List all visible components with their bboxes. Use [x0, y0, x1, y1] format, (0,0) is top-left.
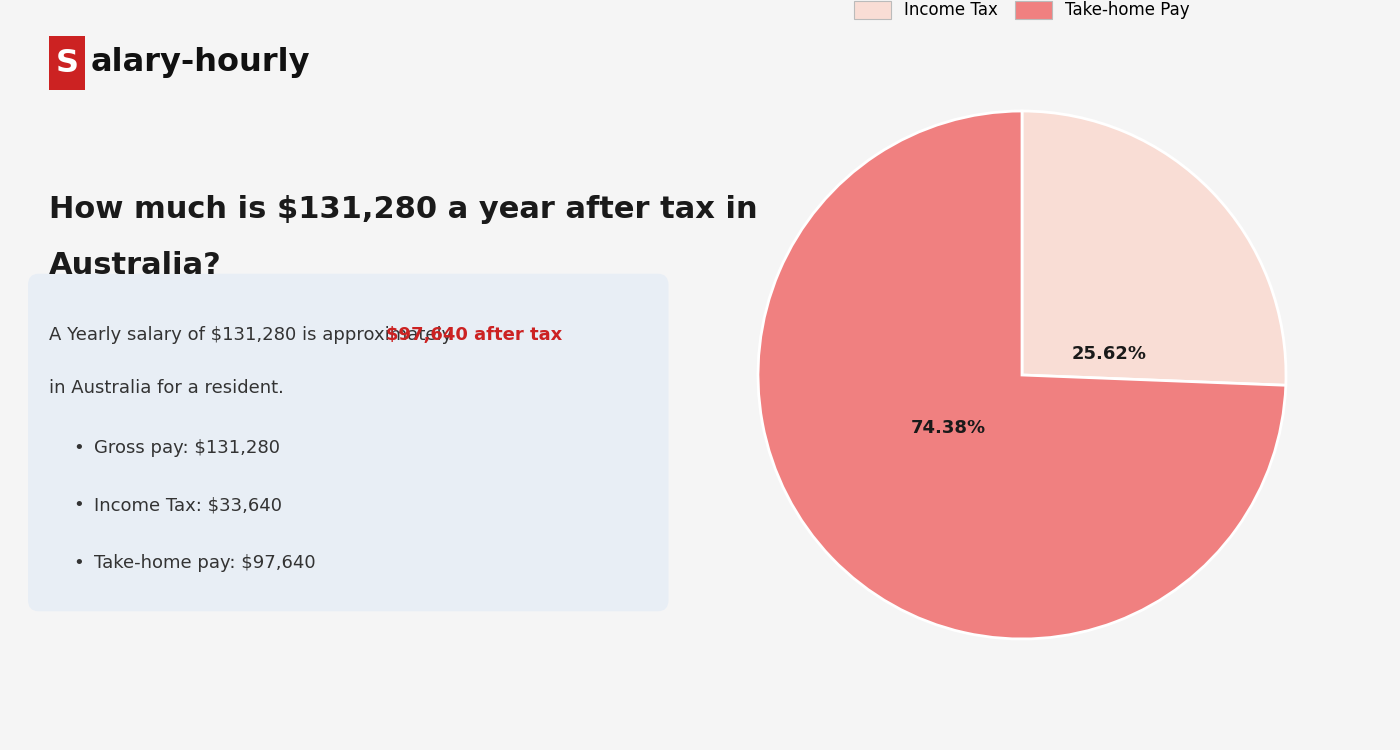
Text: in Australia for a resident.: in Australia for a resident.: [49, 379, 284, 397]
Text: $97,640 after tax: $97,640 after tax: [386, 326, 563, 344]
Wedge shape: [1022, 111, 1287, 386]
Text: Australia?: Australia?: [49, 251, 221, 280]
Text: •: •: [73, 496, 84, 514]
Text: S: S: [56, 47, 78, 79]
Text: •: •: [73, 439, 84, 457]
Text: Take-home pay: $97,640: Take-home pay: $97,640: [95, 554, 316, 572]
Text: 74.38%: 74.38%: [910, 419, 986, 436]
Legend: Income Tax, Take-home Pay: Income Tax, Take-home Pay: [848, 0, 1196, 26]
Text: alary-hourly: alary-hourly: [91, 47, 311, 79]
Text: 25.62%: 25.62%: [1071, 345, 1147, 363]
Text: •: •: [73, 554, 84, 572]
Text: Gross pay: $131,280: Gross pay: $131,280: [95, 439, 280, 457]
Text: A Yearly salary of $131,280 is approximately: A Yearly salary of $131,280 is approxima…: [49, 326, 458, 344]
Wedge shape: [757, 111, 1285, 639]
Text: Income Tax: $33,640: Income Tax: $33,640: [95, 496, 283, 514]
FancyBboxPatch shape: [49, 36, 85, 90]
Text: How much is $131,280 a year after tax in: How much is $131,280 a year after tax in: [49, 195, 757, 224]
FancyBboxPatch shape: [28, 274, 669, 611]
